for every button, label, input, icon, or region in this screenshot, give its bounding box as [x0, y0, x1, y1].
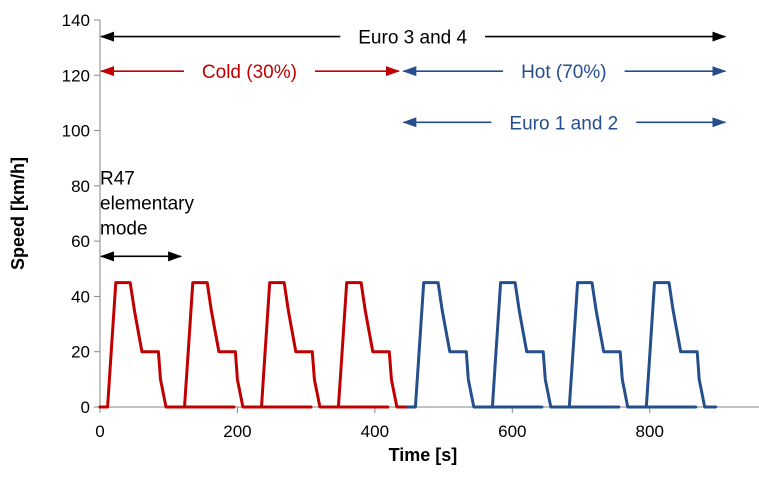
annotation-label-cold-30: Cold (30%) — [202, 62, 297, 83]
x-axis-title: Time [s] — [389, 445, 458, 465]
x-tick-label: 0 — [95, 422, 104, 441]
y-tick-label: 20 — [71, 343, 90, 362]
annotation-layer: Euro 3 and 4 Cold (30%) Hot (70%) Euro 1 an… — [100, 28, 727, 262]
x-tick-label: 400 — [361, 422, 389, 441]
annotation-label-hot-70: Hot (70%) — [521, 62, 607, 83]
x-tick-label: 200 — [223, 422, 251, 441]
y-tick-label: 120 — [62, 66, 90, 85]
axes: 0 20 40 60 80 100 120 140 0 200 400 600 800 — [62, 11, 759, 441]
x-tick-label: 800 — [636, 422, 664, 441]
series-line-hot — [406, 281, 718, 409]
y-tick-label: 100 — [62, 122, 90, 141]
y-tick-label: 60 — [71, 232, 90, 251]
x-tick-label: 600 — [498, 422, 526, 441]
annotation-label-euro-1-and-2: Euro 1 and 2 — [509, 113, 618, 134]
annotation-label-euro-3-and-4: Euro 3 and 4 — [358, 28, 467, 49]
series-layer — [98, 281, 718, 409]
y-tick-label: 40 — [71, 287, 90, 306]
annotation-label-r47-elementary-mode: R47 elementary mode — [100, 168, 194, 239]
y-tick-label: 140 — [62, 11, 90, 30]
y-tick-label: 0 — [81, 398, 90, 417]
y-axis-title: Speed [km/h] — [8, 157, 28, 270]
series-line-cold — [98, 281, 410, 409]
y-tick-label: 80 — [71, 177, 90, 196]
